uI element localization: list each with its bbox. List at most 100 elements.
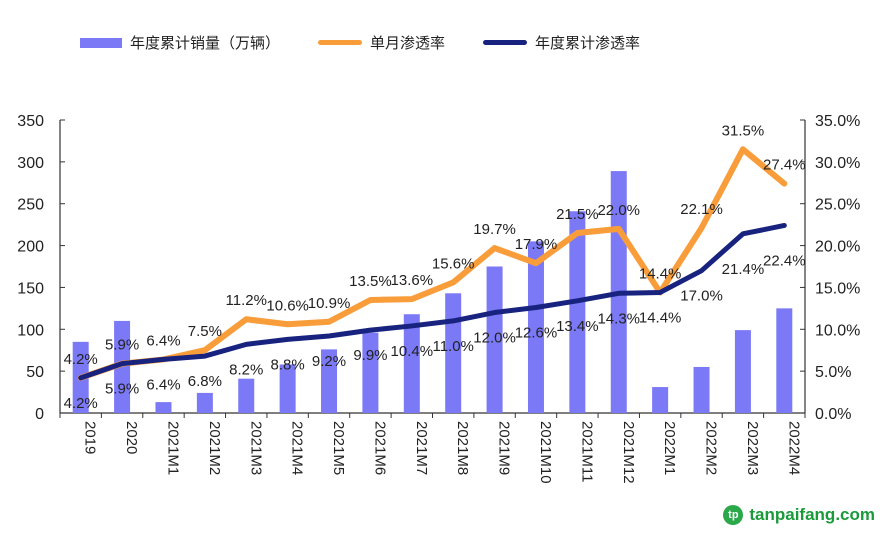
right-tick-label: 35.0% bbox=[815, 113, 860, 130]
left-tick-label: 0 bbox=[35, 406, 44, 423]
monthly-data-label: 10.9% bbox=[308, 295, 351, 312]
bar bbox=[776, 308, 793, 413]
monthly-data-label: 21.5% bbox=[556, 206, 599, 223]
right-tick-label: 20.0% bbox=[815, 239, 860, 256]
monthly-data-label: 22.0% bbox=[597, 202, 640, 219]
x-tick-label: 2022M4 bbox=[785, 421, 802, 475]
x-tick-label: 2021M6 bbox=[371, 421, 388, 475]
cumulative-data-label: 14.3% bbox=[597, 310, 640, 327]
watermark: tp tanpaifang.com bbox=[723, 505, 875, 525]
legend-swatch-cumulative bbox=[483, 40, 528, 45]
cumulative-data-label: 12.6% bbox=[515, 325, 558, 342]
cumulative-data-label: 21.4% bbox=[722, 261, 765, 278]
monthly-data-label: 14.4% bbox=[639, 265, 682, 282]
legend-swatch-monthly bbox=[318, 40, 363, 45]
monthly-data-label: 13.5% bbox=[349, 273, 392, 290]
bar bbox=[527, 241, 544, 413]
monthly-penetration-line bbox=[77, 146, 788, 381]
legend-label: 单月渗透率 bbox=[370, 34, 446, 52]
cumulative-data-label: 8.2% bbox=[229, 361, 263, 378]
bar bbox=[155, 402, 172, 413]
bar bbox=[486, 266, 503, 413]
cumulative-data-label: 8.8% bbox=[271, 356, 305, 373]
cumulative-data-label: 6.8% bbox=[188, 373, 222, 390]
bar bbox=[693, 366, 710, 413]
bar bbox=[652, 387, 669, 413]
legend-item-cumulative: 年度累计渗透率 bbox=[483, 32, 640, 53]
x-tick-label: 2021M4 bbox=[289, 421, 306, 475]
x-tick-label: 2021M12 bbox=[620, 421, 637, 484]
legend-label: 年度累计渗透率 bbox=[535, 34, 641, 52]
cumulative-data-label: 17.0% bbox=[680, 288, 723, 305]
legend-label: 年度累计销量（万辆） bbox=[130, 34, 281, 52]
left-tick-label: 300 bbox=[17, 155, 44, 172]
monthly-data-label: 31.5% bbox=[722, 122, 765, 139]
x-tick-label: 2021M7 bbox=[413, 421, 430, 475]
right-tick-label: 5.0% bbox=[815, 364, 851, 381]
monthly-data-label: 5.9% bbox=[105, 337, 139, 354]
right-tick-label: 10.0% bbox=[815, 322, 860, 339]
legend-item-sales: 年度累计销量（万辆） bbox=[80, 32, 280, 53]
cumulative-data-label: 22.4% bbox=[763, 252, 806, 269]
x-tick-label: 2022M2 bbox=[703, 421, 720, 475]
legend-item-monthly: 单月渗透率 bbox=[318, 32, 445, 53]
right-tick-label: 25.0% bbox=[815, 197, 860, 214]
right-tick-label: 15.0% bbox=[815, 280, 860, 297]
monthly-data-label: 17.9% bbox=[515, 236, 558, 253]
x-tick-label: 2021M1 bbox=[164, 421, 181, 475]
bar bbox=[238, 378, 255, 413]
left-tick-label: 100 bbox=[17, 322, 44, 339]
cumulative-data-label: 12.0% bbox=[473, 330, 516, 347]
bar bbox=[196, 392, 213, 413]
x-tick-label: 2021M10 bbox=[537, 421, 554, 484]
bar bbox=[279, 364, 296, 413]
cumulative-data-label: 5.9% bbox=[105, 381, 139, 398]
right-tick-label: 0.0% bbox=[815, 406, 851, 423]
monthly-data-label: 22.1% bbox=[680, 201, 723, 218]
cumulative-data-label: 13.4% bbox=[556, 318, 599, 335]
left-tick-label: 350 bbox=[17, 113, 44, 130]
right-tick-label: 30.0% bbox=[815, 155, 860, 172]
monthly-data-label: 6.4% bbox=[146, 332, 180, 349]
cumulative-data-label: 14.4% bbox=[639, 309, 682, 326]
bar bbox=[403, 314, 420, 413]
bar bbox=[734, 330, 751, 413]
cumulative-penetration-line bbox=[78, 222, 787, 381]
cumulative-data-label: 11.0% bbox=[432, 338, 473, 355]
x-tick-label: 2021M11 bbox=[578, 421, 595, 482]
bar bbox=[321, 349, 338, 413]
monthly-data-label: 11.2% bbox=[226, 292, 267, 309]
monthly-data-label: 19.7% bbox=[473, 221, 516, 238]
cumulative-data-label: 9.9% bbox=[353, 347, 387, 364]
x-tick-label: 2021M8 bbox=[454, 421, 471, 475]
cumulative-data-label: 4.2% bbox=[64, 395, 98, 412]
watermark-text: tanpaifang.com bbox=[749, 505, 875, 524]
bar bbox=[362, 332, 379, 413]
x-tick-label: 2021M2 bbox=[206, 421, 223, 475]
legend: 年度累计销量（万辆） 单月渗透率 年度累计渗透率 bbox=[80, 32, 640, 53]
monthly-data-label: 10.6% bbox=[266, 297, 309, 314]
x-tick-label: 2021M3 bbox=[247, 421, 264, 475]
watermark-logo-icon: tp bbox=[723, 505, 744, 525]
left-tick-label: 50 bbox=[26, 364, 44, 381]
cumulative-data-label: 10.4% bbox=[391, 343, 434, 360]
monthly-data-label: 4.2% bbox=[64, 351, 98, 368]
monthly-data-label: 15.6% bbox=[432, 255, 475, 272]
left-tick-label: 200 bbox=[17, 239, 44, 256]
cumulative-data-label: 6.4% bbox=[146, 376, 180, 393]
x-tick-label: 2019 bbox=[82, 421, 99, 454]
x-tick-label: 2021M5 bbox=[330, 421, 347, 475]
monthly-data-label: 7.5% bbox=[188, 323, 222, 340]
x-tick-label: 2020 bbox=[123, 421, 140, 454]
x-tick-label: 2022M3 bbox=[744, 421, 761, 475]
bar bbox=[569, 211, 586, 413]
monthly-data-label: 13.6% bbox=[391, 272, 434, 289]
bar bbox=[114, 320, 131, 413]
left-tick-label: 250 bbox=[17, 197, 44, 214]
x-tick-label: 2021M9 bbox=[496, 421, 513, 475]
cumulative-data-label: 9.2% bbox=[312, 353, 346, 370]
x-tick-label: 2022M1 bbox=[661, 421, 678, 475]
monthly-data-label: 27.4% bbox=[763, 157, 806, 174]
legend-swatch-bar bbox=[80, 37, 122, 48]
